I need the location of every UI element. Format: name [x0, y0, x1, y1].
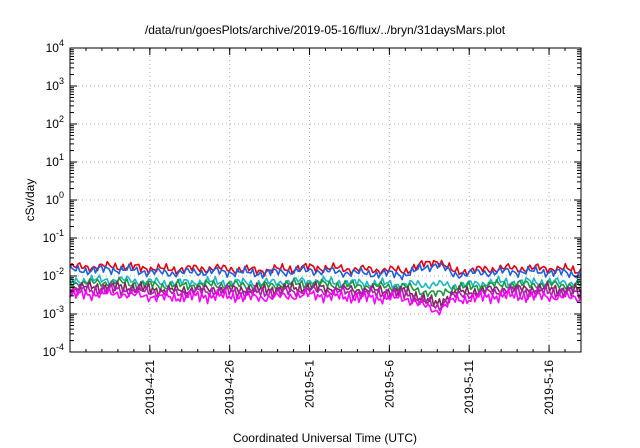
- y-tick-base: 10: [43, 231, 57, 245]
- y-tick-label: 10-2: [43, 266, 64, 283]
- y-tick-base: 10: [46, 41, 60, 55]
- series-line: [69, 262, 582, 281]
- y-tick-exponent: -1: [56, 228, 64, 238]
- y-tick-label: 104: [46, 38, 64, 55]
- x-tick-label: 2019-5-6: [382, 360, 396, 408]
- y-tick-base: 10: [46, 155, 60, 169]
- grid: [70, 48, 581, 352]
- y-tick-exponent: -4: [56, 342, 64, 352]
- series-lines: [69, 259, 582, 316]
- y-tick-label: 101: [46, 152, 64, 169]
- x-tick-label: 2019-4-21: [143, 360, 157, 415]
- x-tick-label: 2019-5-11: [462, 360, 476, 414]
- x-axis-label: Coordinated Universal Time (UTC): [233, 431, 417, 445]
- y-tick-label: 103: [46, 76, 64, 93]
- x-tick-label: 2019-5-16: [542, 360, 556, 415]
- y-tick-label: 102: [46, 114, 64, 131]
- tick-marks: [69, 47, 582, 353]
- y-tick-exponent: -3: [56, 304, 64, 314]
- y-tick-exponent: 0: [59, 190, 64, 200]
- y-tick-base: 10: [46, 193, 60, 207]
- y-tick-exponent: 4: [59, 38, 64, 48]
- y-tick-label: 10-1: [43, 228, 64, 245]
- y-tick-base: 10: [43, 345, 57, 359]
- y-tick-base: 10: [43, 307, 57, 321]
- y-tick-exponent: -2: [56, 266, 64, 276]
- series-line: [69, 287, 582, 316]
- x-tick-labels: 2019-4-21 2019-4-26 2019-5-1 2019-5-6 2019-5…: [143, 360, 556, 415]
- y-axis-label: cSv/day: [23, 179, 37, 222]
- x-tick-label: 2019-4-26: [223, 360, 237, 415]
- y-tick-exponent: 2: [59, 114, 64, 124]
- y-tick-exponent: 1: [59, 152, 64, 162]
- y-tick-base: 10: [46, 117, 60, 131]
- y-tick-base: 10: [46, 79, 60, 93]
- y-tick-base: 10: [43, 269, 57, 283]
- y-tick-label: 100: [46, 190, 64, 207]
- y-tick-label: 10-4: [43, 342, 64, 359]
- chart-title: /data/run/goesPlots/archive/2019-05-16/f…: [145, 23, 506, 37]
- x-tick-label: 2019-5-1: [303, 360, 317, 408]
- y-tick-exponent: 3: [59, 76, 64, 86]
- series-line: [69, 276, 582, 298]
- y-tick-label: 10-3: [43, 304, 64, 321]
